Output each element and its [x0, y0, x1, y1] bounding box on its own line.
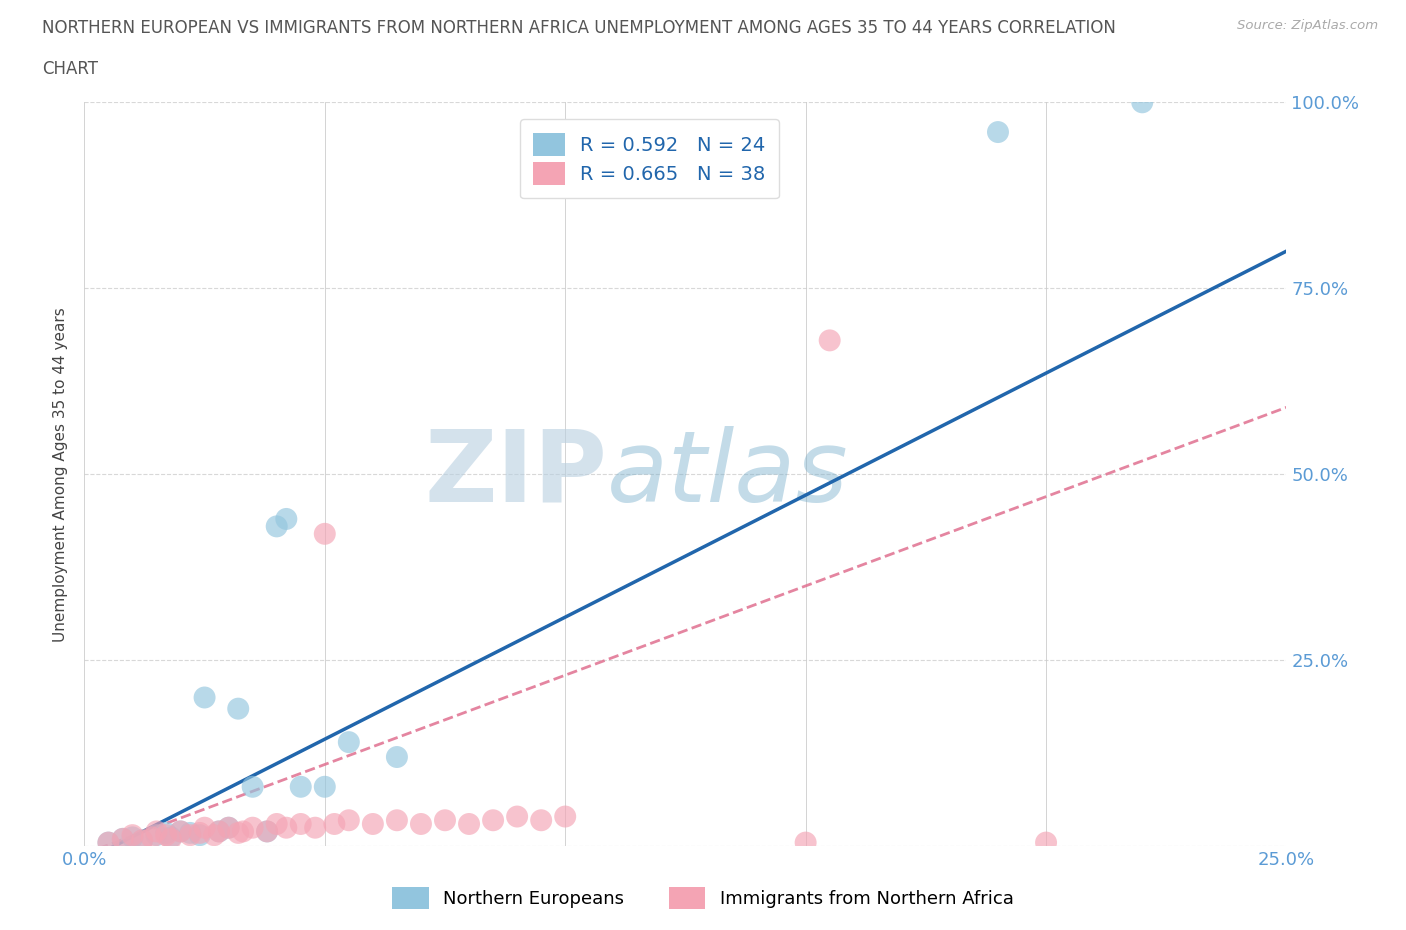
Point [194, 690, 217, 705]
Point [361, 817, 384, 831]
Text: CHART: CHART [42, 60, 98, 78]
Point [385, 813, 408, 828]
Point [188, 828, 211, 843]
Point [794, 835, 817, 850]
Point [323, 817, 346, 831]
Point [290, 817, 312, 831]
Point [218, 820, 240, 835]
Point [337, 735, 360, 750]
Point [141, 830, 163, 844]
Text: Source: ZipAtlas.com: Source: ZipAtlas.com [1237, 19, 1378, 32]
Point [530, 813, 553, 828]
Point [434, 813, 457, 828]
Point [169, 824, 191, 839]
Point [818, 333, 841, 348]
Point [987, 125, 1010, 140]
Point [314, 779, 336, 794]
Text: NORTHERN EUROPEAN VS IMMIGRANTS FROM NORTHERN AFRICA UNEMPLOYMENT AMONG AGES 35 : NORTHERN EUROPEAN VS IMMIGRANTS FROM NOR… [42, 19, 1116, 36]
Point [232, 824, 254, 839]
Point [266, 817, 288, 831]
Point [482, 813, 505, 828]
Point [337, 813, 360, 828]
Point [1130, 95, 1153, 110]
Point [121, 828, 143, 843]
Point [242, 820, 264, 835]
Point [145, 824, 167, 839]
Point [290, 779, 312, 794]
Legend: R = 0.592   N = 24, R = 0.665   N = 38: R = 0.592 N = 24, R = 0.665 N = 38 [520, 119, 779, 198]
Point [131, 833, 153, 848]
Point [385, 750, 408, 764]
Point [202, 828, 225, 843]
Point [256, 824, 278, 839]
Point [208, 824, 231, 839]
Point [111, 831, 134, 846]
Point [276, 512, 298, 526]
Point [409, 817, 432, 831]
Point [194, 820, 217, 835]
Point [169, 824, 191, 839]
Point [145, 828, 167, 843]
Point [314, 526, 336, 541]
Point [155, 826, 177, 841]
Point [121, 830, 143, 844]
Text: ZIP: ZIP [425, 426, 607, 523]
Point [131, 833, 153, 848]
Point [179, 826, 201, 841]
Point [226, 826, 249, 841]
Point [111, 831, 134, 846]
Point [160, 831, 183, 846]
Legend: Northern Europeans, Immigrants from Northern Africa: Northern Europeans, Immigrants from Nort… [385, 880, 1021, 916]
Point [266, 519, 288, 534]
Point [242, 779, 264, 794]
Text: atlas: atlas [607, 426, 849, 523]
Y-axis label: Unemployment Among Ages 35 to 44 years: Unemployment Among Ages 35 to 44 years [53, 307, 69, 642]
Point [188, 826, 211, 841]
Point [97, 835, 120, 850]
Point [458, 817, 481, 831]
Point [1035, 835, 1057, 850]
Point [506, 809, 529, 824]
Point [97, 835, 120, 850]
Point [276, 820, 298, 835]
Point [304, 820, 326, 835]
Point [218, 820, 240, 835]
Point [208, 824, 231, 839]
Point [160, 830, 183, 844]
Point [226, 701, 249, 716]
Point [554, 809, 576, 824]
Point [256, 824, 278, 839]
Point [155, 828, 177, 843]
Point [179, 828, 201, 843]
